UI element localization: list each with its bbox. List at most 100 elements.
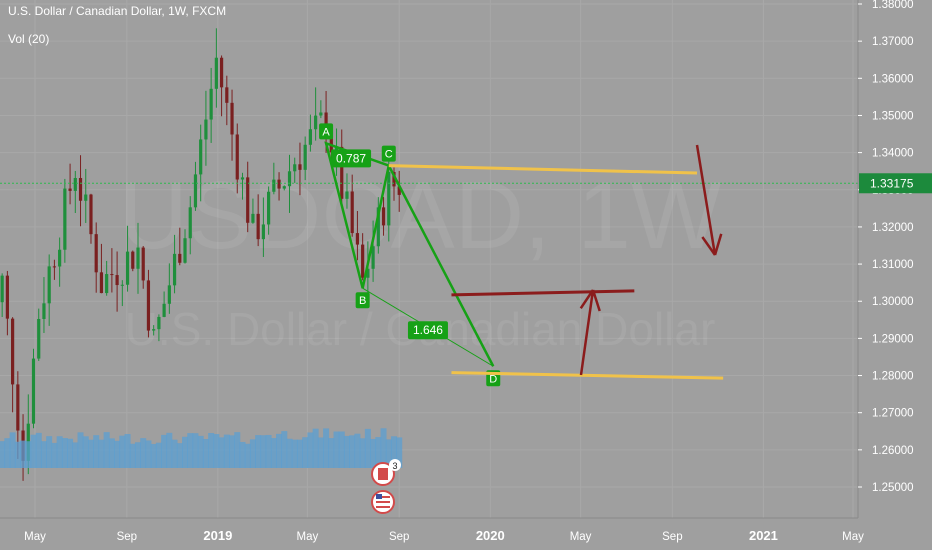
volume-bar [114, 440, 121, 468]
volume-bar [385, 439, 392, 468]
candle-body [152, 329, 156, 331]
candle-body [178, 253, 182, 263]
volume-bar [343, 435, 350, 468]
x-tick-label: May [842, 531, 864, 543]
candle-body [287, 171, 292, 187]
y-tick-label: 1.30000 [872, 296, 914, 308]
arrow-head [591, 289, 601, 312]
point-label: D [489, 373, 497, 385]
event-flags: 3 [371, 459, 401, 514]
volume-bar [223, 434, 230, 468]
ratio-label: 1.646 [407, 321, 448, 340]
volume-bar [166, 432, 173, 468]
candle-body [319, 112, 323, 116]
volume-bar [192, 433, 199, 468]
candle-body [345, 191, 349, 199]
volume-bar [302, 437, 309, 468]
candle-body [183, 238, 187, 263]
volume-bar [119, 435, 126, 468]
x-tick-label: 2020 [476, 528, 505, 543]
volume-bar [0, 441, 6, 468]
volume-bar [182, 436, 189, 468]
y-tick-label: 1.38000 [872, 0, 914, 11]
flag-stripe [376, 506, 390, 508]
candle-body [63, 188, 67, 250]
ratio-text: 0.787 [336, 151, 366, 165]
candle-body [52, 266, 57, 268]
flag-stripe [376, 501, 390, 503]
candle-body [376, 207, 380, 247]
flag-stripe [376, 496, 390, 498]
candle-body [31, 358, 36, 424]
y-axis-panel [858, 0, 932, 518]
candle-body [37, 318, 41, 359]
volume-bar [171, 439, 178, 468]
candle-body [355, 233, 360, 245]
candle-body [172, 253, 177, 286]
candle-body [308, 129, 313, 145]
volume-bar [77, 432, 84, 468]
candle-body [68, 188, 72, 191]
cd-leg [387, 165, 495, 367]
volume-bar [375, 437, 382, 468]
y-axis: 1.380001.370001.360001.350001.340001.330… [857, 0, 932, 518]
candle-body [277, 179, 281, 189]
candle-body [256, 213, 260, 240]
volume-bar [234, 432, 241, 468]
volume-bar [98, 439, 105, 468]
y-tick-label: 1.32000 [872, 222, 914, 234]
candle-body [131, 251, 135, 269]
volume-bar [260, 435, 267, 468]
candle-body [261, 224, 265, 240]
x-tick-label: May [570, 531, 592, 543]
volume-bar [286, 438, 293, 468]
volume-bar [307, 432, 314, 468]
pattern-point-b: B [355, 292, 370, 309]
volume-bar [140, 438, 147, 468]
candle-body [272, 179, 276, 192]
candle-body [371, 246, 375, 269]
pattern-point-c: C [381, 145, 396, 162]
volume-bar [323, 428, 330, 468]
volume-bar [229, 435, 236, 468]
candle-body [146, 280, 151, 331]
candle-body [366, 268, 370, 278]
volume-bar [296, 439, 303, 468]
flag-fill [378, 468, 388, 480]
candle-body [204, 119, 208, 140]
x-tick-label: Sep [662, 531, 682, 543]
volume-bar [35, 432, 42, 468]
y-tick-label: 1.25000 [872, 482, 914, 494]
candle-body [115, 275, 119, 286]
volume-bar [354, 433, 361, 468]
candle-body [298, 164, 302, 170]
candle-body [141, 247, 145, 281]
x-axis-panel [0, 518, 932, 550]
volume-bar [82, 436, 89, 468]
candle-body [157, 316, 161, 330]
arrow-head [701, 236, 717, 256]
y-tick-label: 1.26000 [872, 445, 914, 457]
ratio-text: 1.646 [413, 323, 443, 337]
volume-bar [370, 438, 377, 468]
volume-bar [46, 436, 53, 468]
candle-body [225, 87, 229, 103]
volume-bar [87, 439, 94, 468]
y-tick-label: 1.31000 [872, 259, 914, 271]
volume-bar [145, 440, 152, 468]
volume-bar [51, 442, 58, 468]
point-badge [319, 123, 334, 140]
watermark-symbol: USDCAD, 1W [119, 162, 722, 269]
volume-bar [359, 438, 366, 468]
candle-body [105, 274, 109, 294]
candle-body [282, 186, 286, 189]
volume-bar [40, 441, 47, 468]
up-arrow [579, 289, 601, 376]
candle-body [361, 244, 365, 278]
volume-bar [67, 438, 74, 468]
point-label: C [385, 149, 393, 161]
candle-body [214, 57, 218, 89]
volume-bar [14, 441, 21, 468]
